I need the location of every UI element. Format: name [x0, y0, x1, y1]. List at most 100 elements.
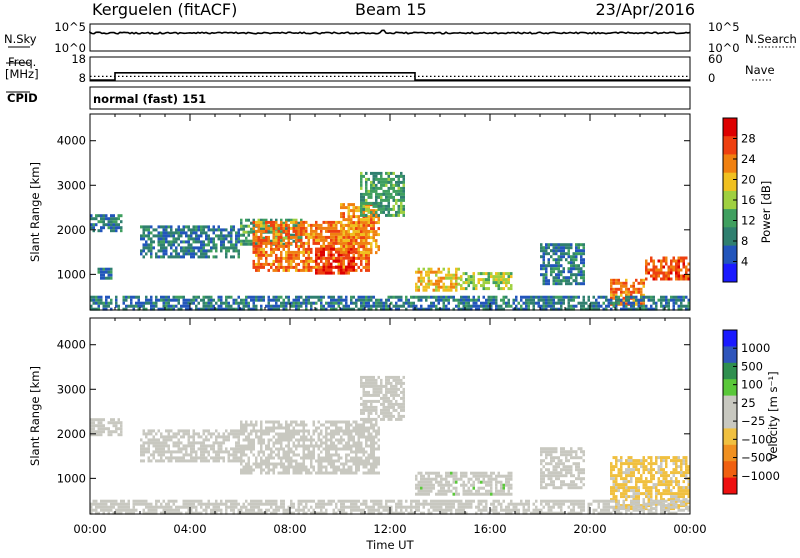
echo-cell	[255, 269, 258, 272]
echo-cell	[370, 406, 373, 409]
echo-cell	[260, 424, 263, 427]
echo-cell	[403, 409, 406, 412]
echo-cell	[340, 296, 343, 299]
echo-cell	[300, 445, 303, 448]
echo-cell	[385, 305, 388, 308]
echo-cell	[145, 299, 148, 302]
echo-cell	[170, 252, 173, 255]
echo-cell	[503, 484, 506, 487]
echo-cell	[310, 302, 313, 305]
echo-cell	[470, 305, 473, 308]
echo-cell	[263, 266, 266, 269]
echo-cell	[570, 276, 573, 279]
echo-cell	[328, 454, 331, 457]
echo-cell	[108, 226, 111, 229]
echo-cell	[360, 376, 363, 379]
echo-cell	[293, 445, 296, 448]
echo-cell	[493, 296, 496, 299]
echo-cell	[363, 448, 366, 451]
echo-cell	[503, 272, 506, 275]
echo-cell	[418, 277, 421, 280]
echo-cell	[205, 444, 208, 447]
echo-cell	[365, 299, 368, 302]
echo-cell	[195, 252, 198, 255]
echo-cell	[253, 239, 256, 242]
echo-cell	[308, 269, 311, 272]
echo-cell	[348, 230, 351, 233]
echo-cell	[340, 248, 343, 251]
echo-cell	[243, 439, 246, 442]
echo-cell	[273, 221, 276, 224]
echo-cell	[388, 382, 391, 385]
echo-cell	[485, 302, 488, 305]
echo-cell	[500, 299, 503, 302]
echo-cell	[648, 456, 651, 459]
echo-cell	[353, 236, 356, 239]
echo-cell	[295, 239, 298, 242]
echo-cell	[155, 234, 158, 237]
echo-cell	[593, 305, 596, 308]
echo-cell	[370, 224, 373, 227]
echo-cell	[340, 427, 343, 430]
echo-cell	[630, 462, 633, 465]
echo-cell	[103, 427, 106, 430]
echo-cell	[268, 433, 271, 436]
echo-cell	[543, 246, 546, 249]
echo-cell	[190, 231, 193, 234]
echo-cell	[343, 466, 346, 469]
echo-cell	[660, 263, 663, 266]
echo-cell	[578, 249, 581, 252]
echo-cell	[140, 444, 143, 447]
echo-cell	[320, 457, 323, 460]
echo-cell	[330, 227, 333, 230]
echo-cell	[238, 240, 241, 243]
echo-cell	[285, 224, 288, 227]
echo-cell	[440, 478, 443, 481]
echo-cell	[493, 493, 496, 496]
echo-cell	[665, 263, 668, 266]
echo-cell	[335, 430, 338, 433]
echo-cell	[308, 242, 311, 245]
echo-cell	[193, 246, 196, 249]
echo-cell	[228, 234, 231, 237]
echo-cell	[458, 283, 461, 286]
echo-cell	[640, 474, 643, 477]
echo-cell	[268, 305, 271, 308]
echo-cell	[545, 270, 548, 273]
echo-cell	[240, 451, 243, 454]
echo-cell	[160, 432, 163, 435]
echo-cell	[308, 266, 311, 269]
echo-cell	[333, 305, 336, 308]
echo-cell	[255, 430, 258, 433]
echo-cell	[348, 215, 351, 218]
echo-cell	[630, 495, 633, 498]
echo-cell	[200, 459, 203, 462]
echo-cell	[263, 454, 266, 457]
echo-cell	[485, 475, 488, 478]
echo-cell	[553, 267, 556, 270]
echo-cell	[443, 478, 446, 481]
echo-cell	[323, 266, 326, 269]
echo-cell	[335, 448, 338, 451]
echo-cell	[495, 481, 498, 484]
echo-cell	[288, 242, 291, 245]
echo-cell	[438, 481, 441, 484]
echo-cell	[290, 457, 293, 460]
echo-cell	[275, 266, 278, 269]
echo-cell	[365, 239, 368, 242]
echo-cell	[103, 226, 106, 229]
echo-cell	[165, 450, 168, 453]
echo-cell	[295, 251, 298, 254]
echo-cell	[100, 418, 103, 421]
echo-cell	[660, 456, 663, 459]
echo-cell	[193, 459, 196, 462]
echo-cell	[465, 287, 468, 290]
echo-cell	[348, 460, 351, 463]
echo-cell	[278, 266, 281, 269]
echo-cell	[365, 227, 368, 230]
echo-cell	[210, 305, 213, 308]
echo-cell	[365, 385, 368, 388]
echo-cell	[320, 445, 323, 448]
echo-cell	[268, 221, 271, 224]
echo-cell	[140, 438, 143, 441]
